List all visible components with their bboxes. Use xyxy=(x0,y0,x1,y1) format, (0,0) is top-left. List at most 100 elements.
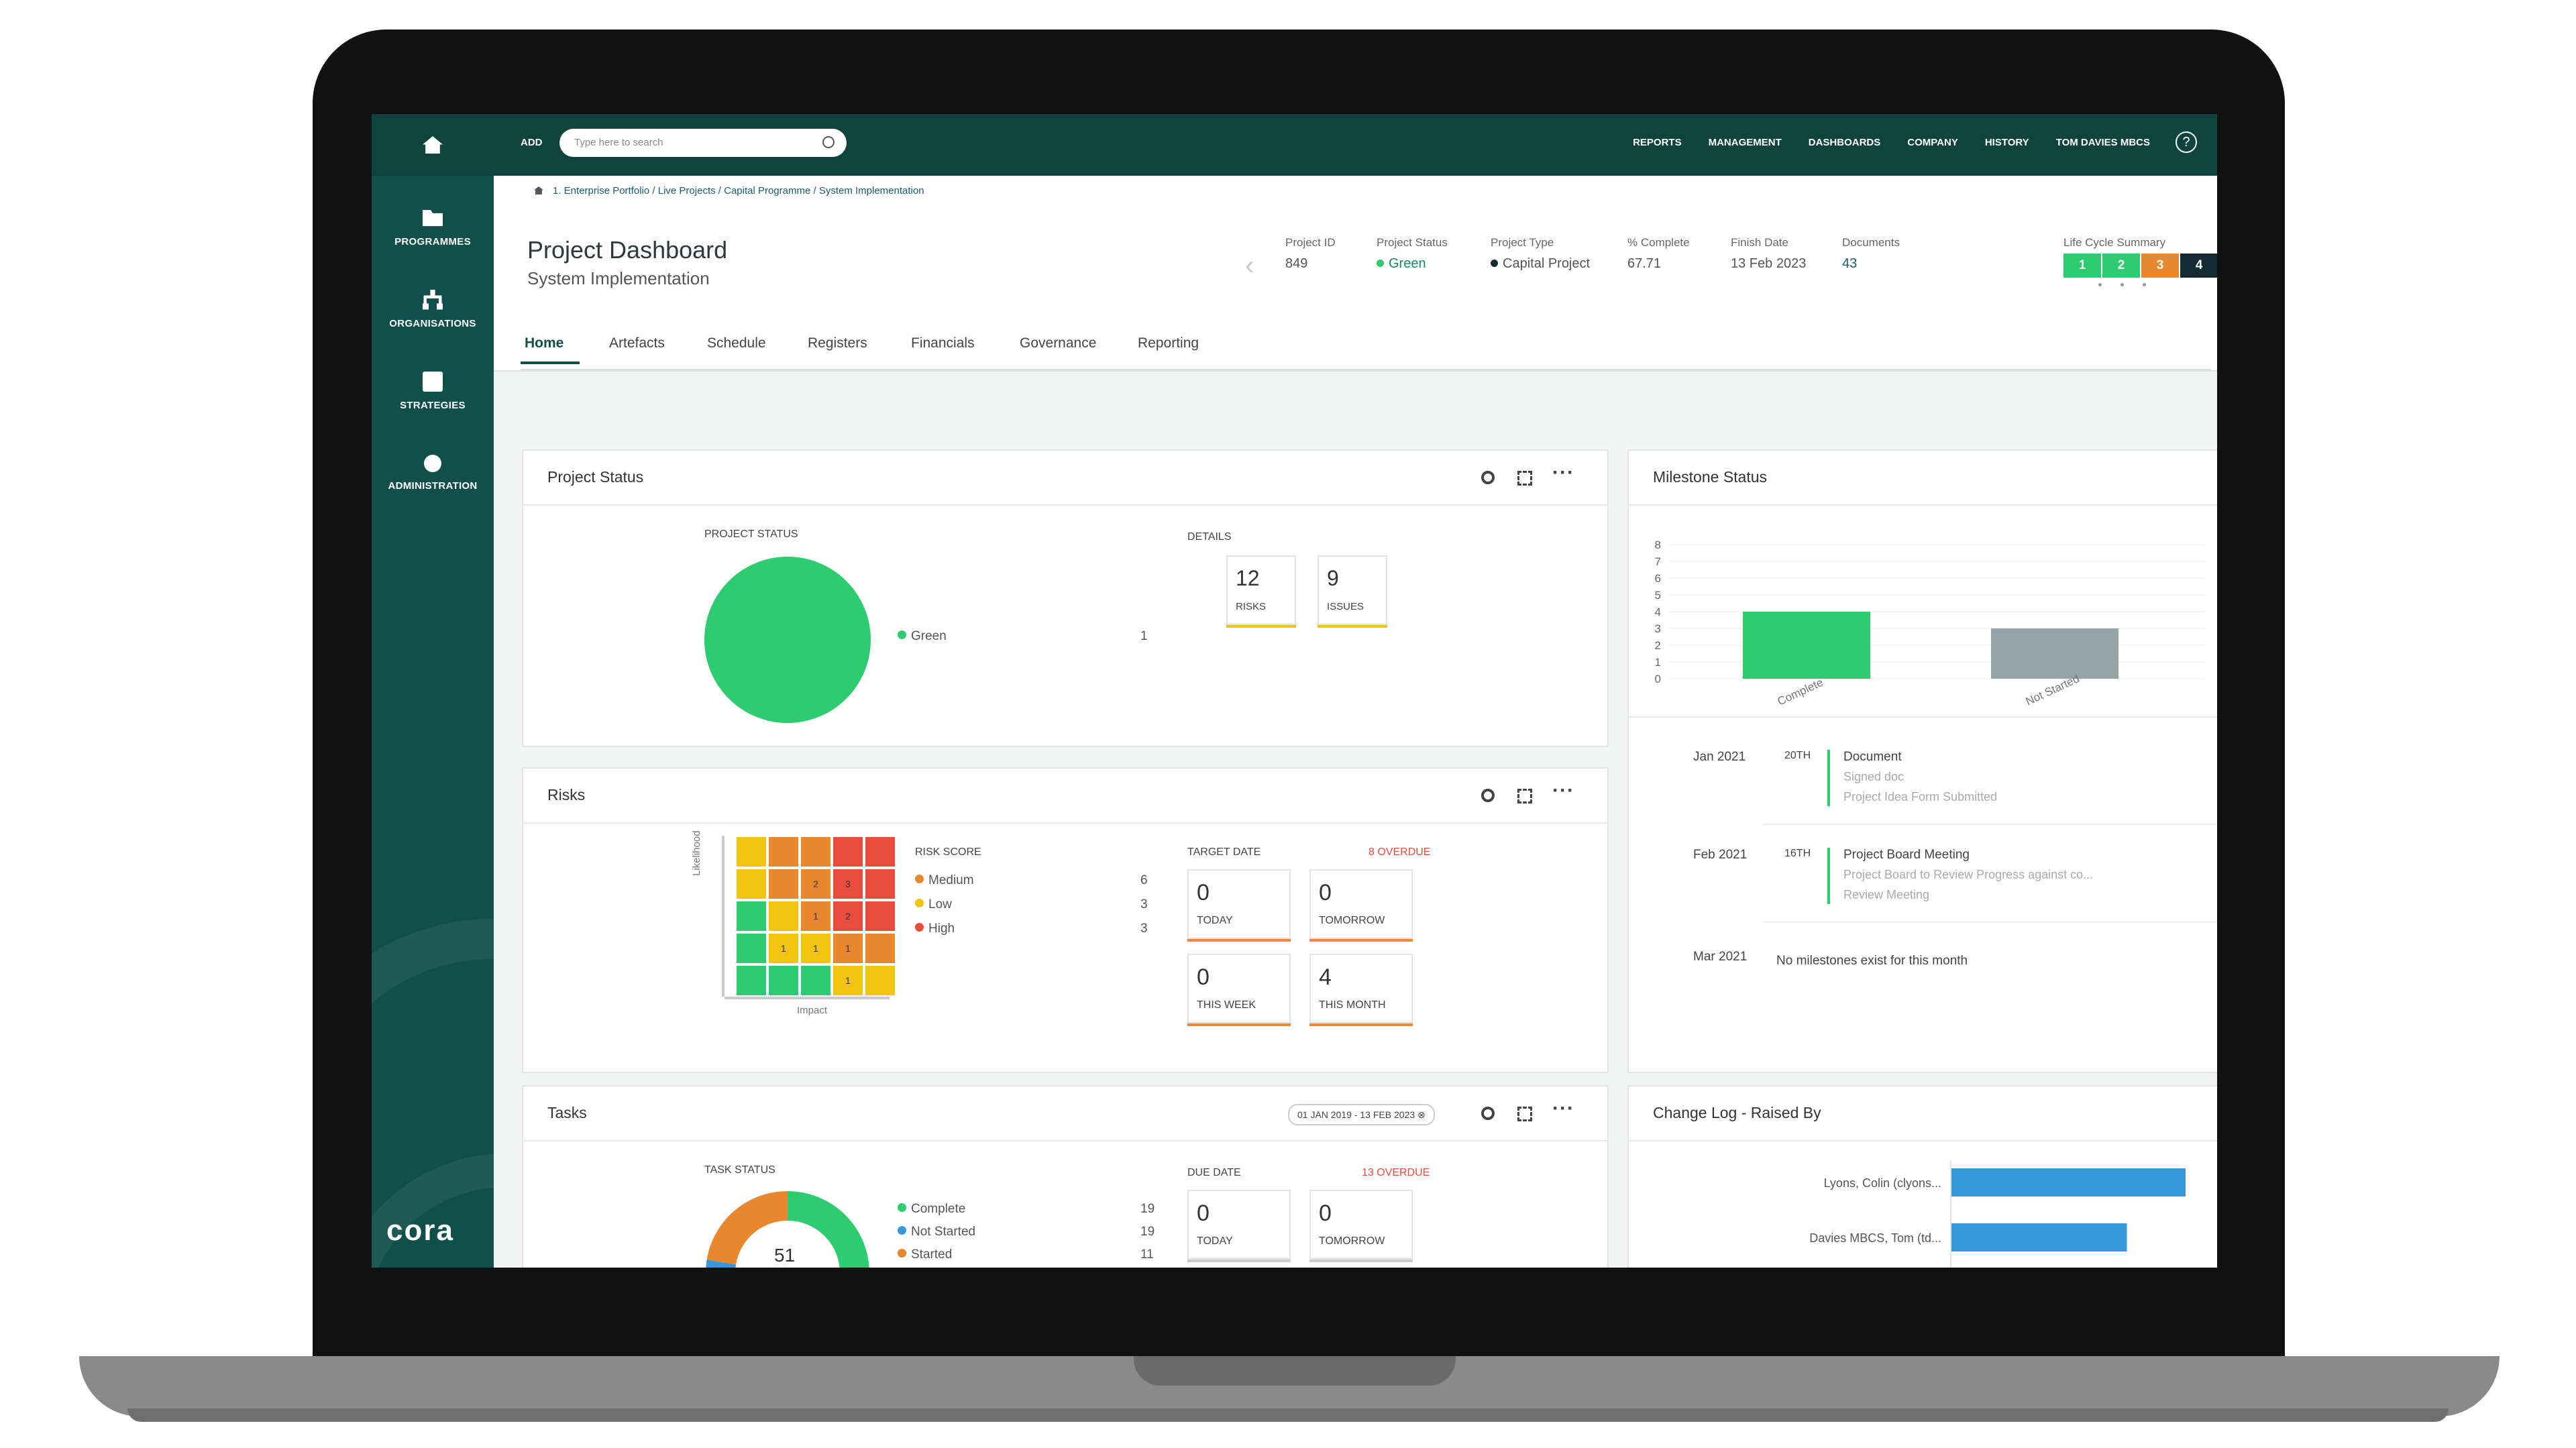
menu-reports[interactable]: REPORTS xyxy=(1633,137,1682,148)
y-tick-label: 4 xyxy=(1655,606,1661,618)
breadcrumb-path[interactable]: 1. Enterprise Portfolio / Live Projects … xyxy=(553,185,924,197)
impact-axis-label: Impact xyxy=(797,1005,828,1016)
risk-matrix-cell[interactable]: 1 xyxy=(801,934,830,963)
legend-dot xyxy=(915,875,924,883)
search-icon[interactable] xyxy=(822,136,835,148)
menu-company[interactable]: COMPANY xyxy=(1907,137,1958,148)
lifecycle-stage[interactable]: 3 xyxy=(2141,254,2179,278)
tab-reporting[interactable]: Reporting xyxy=(1138,335,1199,351)
add-button[interactable]: ADD xyxy=(521,137,543,148)
tab-home[interactable]: Home xyxy=(525,335,564,351)
risk-matrix-cell[interactable] xyxy=(769,869,798,899)
overdue-label[interactable]: 13 OVERDUE xyxy=(1362,1167,1430,1178)
milestone-title: Document xyxy=(1843,750,1902,764)
risk-matrix-cell[interactable]: 1 xyxy=(769,934,798,963)
risk-matrix-cell[interactable] xyxy=(865,869,895,899)
tab-schedule[interactable]: Schedule xyxy=(707,335,766,351)
more-icon[interactable]: ··· xyxy=(1552,1097,1574,1119)
bar-0[interactable] xyxy=(1951,1168,2186,1196)
gear-icon[interactable] xyxy=(1481,471,1495,484)
risk-matrix-cell[interactable] xyxy=(833,837,863,867)
lifecycle-stage[interactable]: 2 xyxy=(2102,254,2140,278)
risk-due-today[interactable]: 0 TODAY xyxy=(1187,869,1291,942)
risk-matrix-cell[interactable] xyxy=(737,901,766,931)
page-subtitle: System Implementation xyxy=(527,268,710,288)
risk-matrix-cell[interactable] xyxy=(737,837,766,867)
lifecycle-stage[interactable]: 1 xyxy=(2063,254,2101,278)
risks-count-box[interactable]: 12 RISKS xyxy=(1226,555,1296,628)
date-range-filter[interactable]: 01 JAN 2019 - 13 FEB 2023 ⊗ xyxy=(1288,1104,1435,1125)
risk-matrix-cell[interactable] xyxy=(737,966,766,995)
risk-matrix-cell[interactable]: 3 xyxy=(833,869,863,899)
tab-financials[interactable]: Financials xyxy=(911,335,975,351)
legend-label: Started xyxy=(911,1247,953,1262)
risk-matrix-cell[interactable] xyxy=(801,837,830,867)
risk-due-this-week[interactable]: 0 THIS WEEK xyxy=(1187,954,1291,1026)
milestone-month: Jan 2021 xyxy=(1693,750,1746,764)
menu-dashboards[interactable]: DASHBOARDS xyxy=(1808,137,1881,148)
clear-icon[interactable]: ⊗ xyxy=(1417,1109,1426,1120)
risk-matrix-cell[interactable]: 1 xyxy=(801,901,830,931)
pie-slice-green[interactable] xyxy=(704,557,871,723)
risk-matrix-cell[interactable] xyxy=(737,869,766,899)
risk-matrix-cell[interactable] xyxy=(865,837,895,867)
risk-matrix-cell[interactable] xyxy=(769,966,798,995)
tab-governance[interactable]: Governance xyxy=(1020,335,1097,351)
expand-icon[interactable] xyxy=(1517,789,1532,803)
risk-matrix-cell[interactable]: 1 xyxy=(833,966,863,995)
menu-user[interactable]: TOM DAVIES MBCS xyxy=(2055,137,2150,148)
risks-count: 12 xyxy=(1236,566,1260,590)
menu-history[interactable]: HISTORY xyxy=(1984,137,2029,148)
chevron-left-icon[interactable]: ‹ xyxy=(1245,251,1254,280)
home-icon[interactable] xyxy=(534,186,543,194)
card-divider xyxy=(523,822,1607,824)
risk-matrix-cell[interactable] xyxy=(769,837,798,867)
issues-count-box[interactable]: 9 ISSUES xyxy=(1318,555,1387,628)
risk-matrix-cell[interactable]: 2 xyxy=(801,869,830,899)
search-input[interactable]: Type here to search xyxy=(559,129,847,157)
expand-icon[interactable] xyxy=(1517,471,1532,486)
y-tick-label: 5 xyxy=(1655,589,1661,602)
sidebar-item-organisations[interactable]: ORGANISATIONS xyxy=(372,268,494,350)
meta-value: Green xyxy=(1389,256,1426,271)
bar-1[interactable] xyxy=(1991,628,2118,679)
gear-icon[interactable] xyxy=(1481,789,1495,802)
risk-due-this-month[interactable]: 4 THIS MONTH xyxy=(1309,954,1413,1026)
lifecycle-pager[interactable] xyxy=(2098,283,2217,286)
bar-1[interactable] xyxy=(1951,1223,2127,1251)
chart-label: PROJECT STATUS xyxy=(704,528,798,540)
risk-matrix-cell[interactable] xyxy=(865,934,895,963)
risk-matrix-cell[interactable] xyxy=(769,901,798,931)
sidebar-item-programmes[interactable]: PROGRAMMES xyxy=(372,186,494,268)
task-due-today[interactable]: 0 TODAY xyxy=(1187,1190,1291,1262)
tab-registers[interactable]: Registers xyxy=(808,335,867,351)
donut-slice[interactable] xyxy=(706,1191,869,1268)
sidebar-item-strategies[interactable]: STRATEGIES xyxy=(372,350,494,432)
home-button[interactable] xyxy=(372,114,494,176)
gear-icon[interactable] xyxy=(1481,1107,1495,1120)
task-status-label: TASK STATUS xyxy=(704,1164,775,1176)
risk-matrix-cell[interactable] xyxy=(865,966,895,995)
help-icon[interactable]: ? xyxy=(2176,131,2197,153)
more-icon[interactable]: ··· xyxy=(1552,779,1574,801)
risks-label: RISKS xyxy=(1236,601,1267,612)
more-icon[interactable]: ··· xyxy=(1552,461,1574,484)
status-dot xyxy=(1377,260,1384,267)
risk-due-tomorrow[interactable]: 0 TOMORROW xyxy=(1309,869,1413,942)
task-due-tomorrow[interactable]: 0 TOMORROW xyxy=(1309,1190,1413,1262)
menu-management[interactable]: MANAGEMENT xyxy=(1708,137,1782,148)
meta-value[interactable]: 43 xyxy=(1842,256,1858,271)
risk-matrix-cell[interactable]: 2 xyxy=(833,901,863,931)
milestone-line: Project Idea Form Submitted xyxy=(1843,790,1998,803)
lifecycle-stage[interactable]: 4 xyxy=(2180,254,2217,278)
expand-icon[interactable] xyxy=(1517,1107,1532,1121)
overdue-label[interactable]: 8 OVERDUE xyxy=(1368,846,1431,858)
tab-artefacts[interactable]: Artefacts xyxy=(609,335,665,351)
risk-matrix-cell[interactable] xyxy=(737,934,766,963)
risk-matrix-cell[interactable] xyxy=(801,966,830,995)
risk-matrix-cell[interactable] xyxy=(865,901,895,931)
stat-value: 0 xyxy=(1197,1201,1210,1226)
bar-0[interactable] xyxy=(1743,612,1870,679)
risk-matrix-cell[interactable]: 1 xyxy=(833,934,863,963)
sidebar-item-administration[interactable]: ADMINISTRATION xyxy=(372,432,494,514)
